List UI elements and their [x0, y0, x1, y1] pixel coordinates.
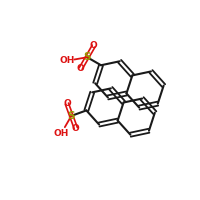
Text: S: S — [83, 52, 91, 62]
Text: O: O — [63, 99, 71, 108]
Text: OH: OH — [60, 56, 75, 65]
Text: O: O — [90, 41, 98, 50]
Text: S: S — [68, 111, 75, 121]
Text: O: O — [77, 64, 85, 73]
Text: OH: OH — [54, 129, 69, 138]
Text: O: O — [72, 124, 80, 133]
